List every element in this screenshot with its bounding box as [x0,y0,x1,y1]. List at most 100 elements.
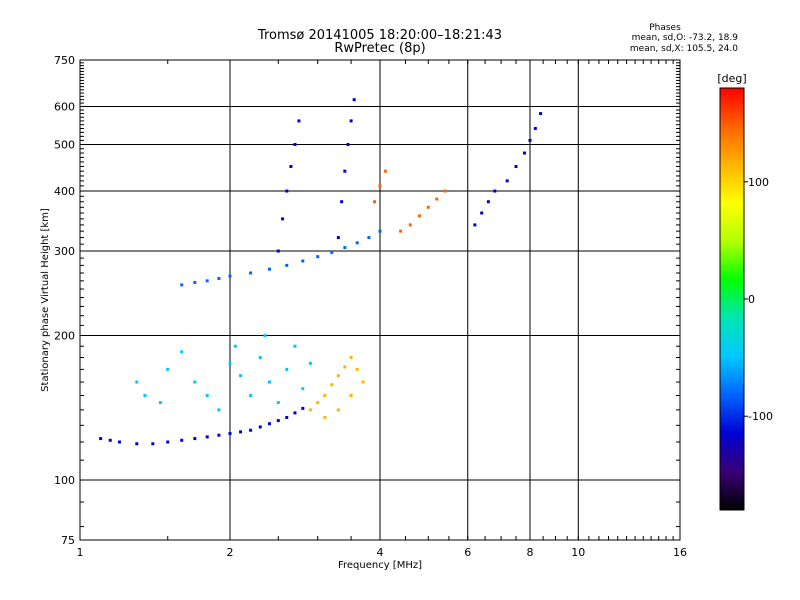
data-point [443,189,447,193]
chart-title: Tromsø 20141005 18:20:00–18:21:43 [257,28,503,43]
data-point [285,189,289,193]
data-point [166,440,170,444]
data-point [367,236,371,240]
data-point [505,179,509,183]
data-point [151,442,155,446]
phase-stats-title: Phases [649,23,681,33]
data-point [297,119,301,123]
colorbar-tick-label: 0 [748,293,755,306]
data-point [117,440,121,444]
data-point [473,223,477,227]
y-tick-label: 600 [54,101,75,114]
y-tick-label: 400 [54,185,75,198]
data-point [135,442,139,446]
data-point [343,169,347,173]
y-tick-label: 300 [54,245,75,258]
data-point [426,205,430,209]
data-point [193,437,197,441]
data-point [217,276,221,280]
data-point [343,246,347,250]
data-point [343,365,347,369]
data-point [408,223,412,227]
data-point [528,138,532,142]
data-point [323,394,327,398]
data-point [523,151,527,155]
data-point [539,112,543,116]
data-point [239,430,243,434]
data-point [233,344,237,348]
data-point [435,197,439,201]
chart-subtitle: RwPretec (8p) [334,41,426,56]
data-point [493,189,497,193]
data-point [289,164,293,168]
data-point [293,344,297,348]
data-point [301,406,305,410]
data-point [249,394,253,398]
data-point [285,263,289,267]
data-point [228,361,232,365]
data-point [480,211,484,215]
data-point [249,271,253,275]
data-point [361,380,365,384]
data-point [276,419,280,423]
data-point [349,394,353,398]
data-point [383,169,387,173]
y-tick-label: 75 [61,534,75,547]
data-point [276,249,280,253]
data-point [193,380,197,384]
data-point [267,380,271,384]
data-point [323,415,327,419]
y-tick-label: 750 [54,54,75,67]
data-point [340,200,344,204]
x-tick-label: 10 [571,546,585,559]
x-tick-label: 16 [673,546,687,559]
data-point [336,408,340,412]
data-point [349,355,353,359]
data-point [267,422,271,426]
data-point [228,432,232,436]
data-point [276,401,280,405]
x-tick-label: 2 [227,546,234,559]
x-tick-label: 8 [527,546,534,559]
data-point [108,438,112,442]
data-point [514,164,518,168]
data-point [486,200,490,204]
x-tick-label: 1 [77,546,84,559]
data-point [249,428,253,432]
data-point [239,374,243,378]
data-point [285,367,289,371]
colorbar-tick-label: -100 [748,410,773,423]
data-point [267,267,271,271]
phase-stats-x: mean, sd,X: 105.5, 24.0 [629,44,738,54]
data-point [263,334,267,338]
data-point [355,367,359,371]
data-point [285,415,289,419]
data-point [281,217,285,221]
data-point [308,408,312,412]
data-point [166,367,170,371]
x-tick-label: 4 [377,546,384,559]
phase-stats-o: mean, sd,O: -73.2, 18.9 [631,33,738,43]
data-point [205,279,209,283]
data-point [205,435,209,439]
x-tick-label: 6 [464,546,471,559]
y-tick-label: 500 [54,139,75,152]
data-point [533,126,537,130]
data-point [180,438,184,442]
data-point [301,387,305,391]
data-point [346,143,350,147]
data-point [308,361,312,365]
data-point [378,184,382,188]
y-tick-label: 100 [54,474,75,487]
colorbar-tick-label: 100 [748,176,769,189]
colorbar-label: [deg] [717,72,746,85]
data-point [158,401,162,405]
data-point [293,143,297,147]
scatter-points [99,98,543,446]
colorbar [719,87,745,511]
data-point [205,394,209,398]
data-point [417,214,421,218]
data-point [352,98,356,102]
data-point [373,200,377,204]
data-point [135,380,139,384]
